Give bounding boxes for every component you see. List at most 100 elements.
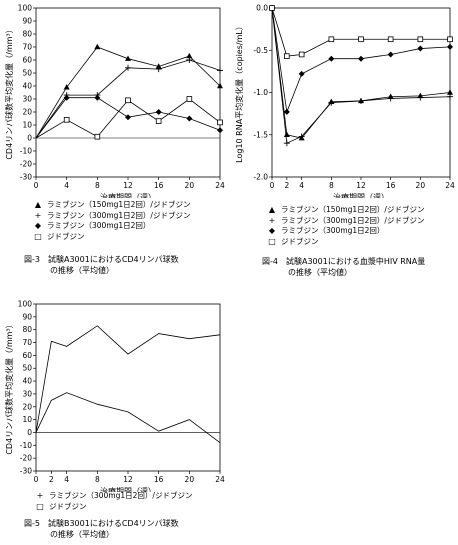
data-point-diamond bbox=[283, 108, 290, 115]
legend-item-triangle: ▲ ラミブジン（150mg1日2回）/ジドブジン bbox=[32, 200, 191, 211]
data-point-square bbox=[269, 5, 275, 11]
x-tick-label: 16 bbox=[154, 475, 164, 484]
data-point-triangle bbox=[217, 82, 223, 89]
series-line-plus bbox=[271, 7, 451, 144]
x-tick-label: 8 bbox=[329, 181, 334, 190]
series-square bbox=[269, 5, 453, 59]
y-tick-label: 0 bbox=[27, 428, 32, 437]
data-point-diamond bbox=[447, 43, 453, 50]
y-tick-label: 60 bbox=[22, 56, 32, 65]
legend-label: ジドブジン bbox=[281, 236, 319, 246]
y-tick-label: -1.5 bbox=[253, 130, 268, 139]
data-point-square bbox=[155, 118, 162, 124]
y-tick-label: 30 bbox=[22, 389, 32, 398]
data-point-square bbox=[447, 36, 453, 43]
series-triangle bbox=[269, 4, 453, 141]
data-point-square bbox=[358, 36, 364, 43]
data-point-diamond bbox=[387, 51, 394, 58]
legend-label: ジドブジン bbox=[47, 231, 85, 241]
y-tick-label: -0.5 bbox=[253, 46, 268, 55]
x-tick-label: 4 bbox=[64, 181, 69, 190]
figure-4-caption-line2: の推移（平均値） bbox=[288, 268, 352, 277]
y-tick-label: 0 bbox=[27, 134, 32, 143]
data-point-square bbox=[217, 119, 223, 126]
y-tick-label: 40 bbox=[22, 82, 32, 91]
x-tick-label: 12 bbox=[356, 181, 366, 190]
legend-label: ラミブジン（300mg1日2回） bbox=[281, 226, 385, 235]
y-tick-label: -10 bbox=[20, 441, 32, 450]
y-axis-label: CD4リンパ球数平均変化量（/mm³） bbox=[4, 320, 14, 454]
figure-5-caption-line1: 試験B3001におけるCD4リンパ球数 bbox=[47, 519, 179, 528]
series-plus bbox=[35, 325, 221, 433]
data-point-square bbox=[284, 53, 290, 59]
data-point-plus bbox=[283, 140, 290, 147]
y-tick-label: 10 bbox=[22, 415, 32, 424]
legend-label: ラミブジン（150mg1日2回）/ジドブジン bbox=[281, 205, 425, 214]
triangle-marker-icon: ▲ bbox=[268, 205, 276, 214]
x-tick-label: 24 bbox=[215, 181, 225, 190]
y-tick-label: 0.0 bbox=[256, 4, 268, 13]
data-point-diamond bbox=[94, 94, 101, 101]
legend-item-square: □ ジドブジン bbox=[266, 237, 424, 248]
y-tick-label: 100 bbox=[18, 300, 33, 309]
plus-marker-icon: + bbox=[268, 215, 276, 225]
square-marker-icon: □ bbox=[34, 231, 42, 241]
y-tick-label: -20 bbox=[20, 160, 32, 169]
y-tick-label: 80 bbox=[22, 325, 32, 334]
figure-3-caption-num: 図-3 bbox=[24, 255, 40, 264]
data-point-triangle bbox=[155, 63, 162, 69]
series-triangle bbox=[35, 43, 223, 139]
figure-4-caption-line1: 試験A3001における血漿中HIV RNA量 bbox=[285, 257, 426, 266]
figure-3-legend: ▲ ラミブジン（150mg1日2回）/ジドブジン + ラミブジン（300mg1日2回）… bbox=[32, 200, 190, 242]
y-axis-label: Log10 RNA平均変化量（copies/mL） bbox=[234, 22, 244, 163]
data-point-plus bbox=[217, 67, 223, 74]
x-tick-label: 24 bbox=[215, 475, 225, 484]
series-line-square bbox=[271, 7, 450, 57]
legend-item-square: □ ジドブジン bbox=[34, 502, 192, 513]
legend-item-triangle: ▲ ラミブジン（150mg1日2回）/ジドブジン bbox=[266, 205, 425, 216]
x-tick-label: 0 bbox=[34, 475, 39, 484]
series-diamond bbox=[35, 94, 223, 139]
data-point-diamond bbox=[217, 127, 223, 134]
data-point-diamond bbox=[155, 109, 162, 115]
data-point-plus bbox=[298, 133, 305, 140]
x-tick-label: 24 bbox=[445, 181, 455, 190]
data-point-square bbox=[63, 117, 70, 123]
y-tick-label: -30 bbox=[20, 173, 32, 182]
legend-label: ラミブジン（300mg1日2回）/ジドブジン bbox=[47, 210, 191, 220]
x-tick-label: 16 bbox=[386, 181, 396, 190]
diamond-marker-icon: ◆ bbox=[268, 226, 276, 235]
figure-3-caption: 図-3 試験A3001におけるCD4リンパ球数 の推移（平均値） bbox=[24, 254, 179, 276]
data-point-square bbox=[125, 97, 131, 104]
figure-5-legend: + ラミブジン（300mg1日2回）/ジドブジン □ ジドブジン bbox=[34, 491, 192, 512]
series-line-plus bbox=[35, 325, 221, 433]
series-line-triangle bbox=[271, 7, 451, 139]
data-point-square bbox=[94, 133, 101, 140]
data-point-diamond bbox=[125, 114, 131, 121]
x-tick-label: 20 bbox=[416, 181, 426, 190]
legend-item-diamond: ◆ ラミブジン（300mg1日2回） bbox=[266, 226, 424, 237]
figure-5-caption: 図-5 試験B3001におけるCD4リンパ球数 の推移（平均値） bbox=[24, 518, 179, 540]
x-tick-label: 12 bbox=[123, 475, 133, 484]
series-square bbox=[35, 392, 221, 444]
data-point-triangle bbox=[186, 52, 193, 59]
data-point-diamond bbox=[298, 70, 305, 77]
y-tick-label: 20 bbox=[22, 108, 32, 117]
y-tick-label: -20 bbox=[20, 454, 32, 463]
legend-label: ラミブジン（300mg1日2回）/ジドブジン bbox=[281, 215, 425, 225]
y-tick-label: -2.0 bbox=[253, 173, 268, 182]
data-point-diamond bbox=[417, 45, 424, 52]
data-point-square bbox=[186, 96, 193, 102]
data-point-plus bbox=[387, 95, 394, 102]
data-point-plus bbox=[125, 64, 131, 71]
data-point-plus bbox=[417, 94, 424, 101]
legend-item-plus: + ラミブジン（300mg1日2回）/ジドブジン bbox=[266, 215, 425, 227]
figure-4-caption-num: 図-4 bbox=[262, 257, 278, 266]
plus-marker-icon: + bbox=[36, 491, 44, 500]
y-tick-label: 80 bbox=[22, 30, 32, 39]
figure-4-caption: 図-4 試験A3001における血漿中HIV RNA量 の推移（平均値） bbox=[262, 256, 425, 278]
legend-label: ラミブジン（150mg1日2回）/ジドブジン bbox=[47, 200, 191, 209]
y-tick-label: 20 bbox=[22, 402, 32, 411]
data-point-triangle bbox=[94, 43, 101, 50]
